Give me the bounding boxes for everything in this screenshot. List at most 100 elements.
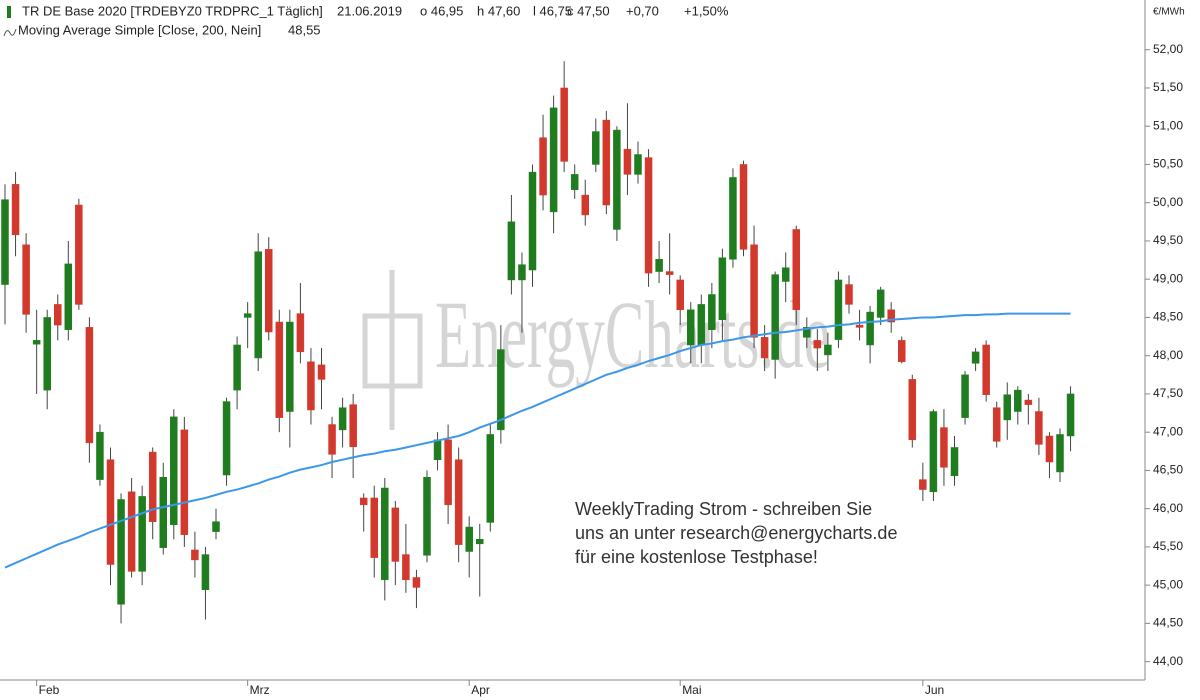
candle-body [243, 313, 252, 318]
y-tick-label: 52,00 [1153, 42, 1183, 56]
y-tick-label: 46,50 [1153, 463, 1183, 477]
candle-body [834, 279, 843, 340]
annotation: für eine kostenlose Testphase! [575, 547, 818, 567]
ma-legend: Moving Average Simple [Close, 200, Nein] [18, 22, 261, 37]
y-tick-label: 44,00 [1153, 654, 1183, 668]
annotation: WeeklyTrading Strom - schreiben Sie [575, 499, 872, 519]
candle-body [570, 174, 579, 190]
candle-body [950, 447, 959, 477]
candle-body [117, 499, 125, 605]
candle-body [64, 263, 73, 330]
candle-body [265, 249, 273, 333]
y-tick-label: 50,00 [1153, 195, 1183, 209]
candle-body [813, 340, 822, 349]
candle-body [602, 119, 611, 206]
candle-body [1014, 389, 1022, 412]
candle-body [992, 407, 1001, 442]
candle-body [919, 479, 927, 490]
candle-body [518, 264, 526, 281]
candle-body [507, 221, 516, 281]
candle-body [876, 289, 885, 318]
candle-body [729, 177, 737, 260]
candle-body [940, 427, 948, 468]
ma-last-value: 48,55 [288, 22, 321, 37]
y-tick-label: 49,00 [1153, 271, 1183, 285]
quote-label: +0,70 [626, 3, 659, 18]
quote-label: c 47,50 [567, 3, 610, 18]
y-tick-label: 48,50 [1153, 310, 1183, 324]
candle-body [106, 459, 115, 565]
candle-body [982, 344, 990, 395]
candle-body [286, 321, 294, 412]
candle-body [476, 539, 484, 545]
candle-body [665, 271, 674, 275]
candle-body [338, 407, 347, 431]
y-tick-label: 45,50 [1153, 539, 1183, 553]
y-tick-label: 45,00 [1153, 577, 1183, 591]
candle-body [971, 351, 980, 364]
candle-body [11, 184, 20, 236]
candle-body [1066, 393, 1075, 437]
y-tick-label: 48,00 [1153, 348, 1183, 362]
candle-body [170, 416, 178, 525]
quote-label: o 46,95 [420, 3, 463, 18]
candle-body [127, 491, 136, 572]
candle-body [581, 194, 589, 216]
series-icon [7, 6, 11, 18]
candle-body [771, 274, 779, 360]
candle-body [85, 327, 94, 444]
watermark-text: EnergyCharts.de [435, 281, 830, 388]
quote-label: h 47,60 [477, 3, 520, 18]
candle-body [898, 340, 906, 363]
x-tick-label: Apr [471, 683, 490, 697]
candle-body [222, 401, 231, 476]
quote-label: l 46,75 [533, 3, 572, 18]
y-tick-label: 49,50 [1153, 233, 1183, 247]
candle-body [296, 313, 305, 353]
candle-body [359, 497, 368, 506]
x-tick-label: Mrz [250, 683, 270, 697]
chart-title: TR DE Base 2020 [TRDEBYZ0 TRDPRC_1 Tägli… [22, 3, 323, 18]
candle-body [1035, 411, 1043, 445]
candle-body [497, 349, 505, 431]
candle-body [444, 439, 452, 506]
candle-body [697, 304, 706, 346]
watermark-icon [362, 313, 423, 389]
x-tick-label: Feb [39, 683, 60, 697]
y-tick-label: 50,50 [1153, 157, 1183, 171]
candle-body [486, 434, 495, 523]
candle-body [148, 451, 157, 522]
candle-body [1003, 394, 1011, 421]
y-tick-label: 51,50 [1153, 80, 1183, 94]
candle-body [929, 411, 938, 493]
candle-body [275, 321, 284, 418]
candle-body [412, 577, 421, 588]
y-tick-label: 47,00 [1153, 424, 1183, 438]
candle-body [423, 477, 431, 556]
candle-body [254, 251, 262, 359]
candle-body [22, 244, 30, 315]
y-tick-label: 51,00 [1153, 118, 1183, 132]
candle-body [961, 374, 969, 418]
candle-body [307, 361, 315, 411]
candle-body [465, 526, 473, 552]
candle-body [634, 154, 642, 175]
y-tick-label: 44,50 [1153, 616, 1183, 630]
candle-body [549, 107, 558, 213]
candle-body [433, 439, 442, 460]
candle-body [454, 459, 463, 545]
candle-body [1056, 434, 1064, 473]
y-tick-label: 47,50 [1153, 386, 1183, 400]
candle-body [1045, 435, 1054, 463]
candle-body [528, 171, 537, 271]
candle-body [613, 129, 621, 230]
quote-date: 21.06.2019 [337, 3, 402, 18]
candle-body [560, 87, 568, 162]
candle-body [792, 229, 800, 311]
candle-body [908, 379, 917, 441]
watermark: EnergyCharts.de [362, 270, 830, 430]
candle-body [381, 487, 389, 581]
candle-body [349, 404, 357, 447]
candle-body [370, 497, 378, 558]
